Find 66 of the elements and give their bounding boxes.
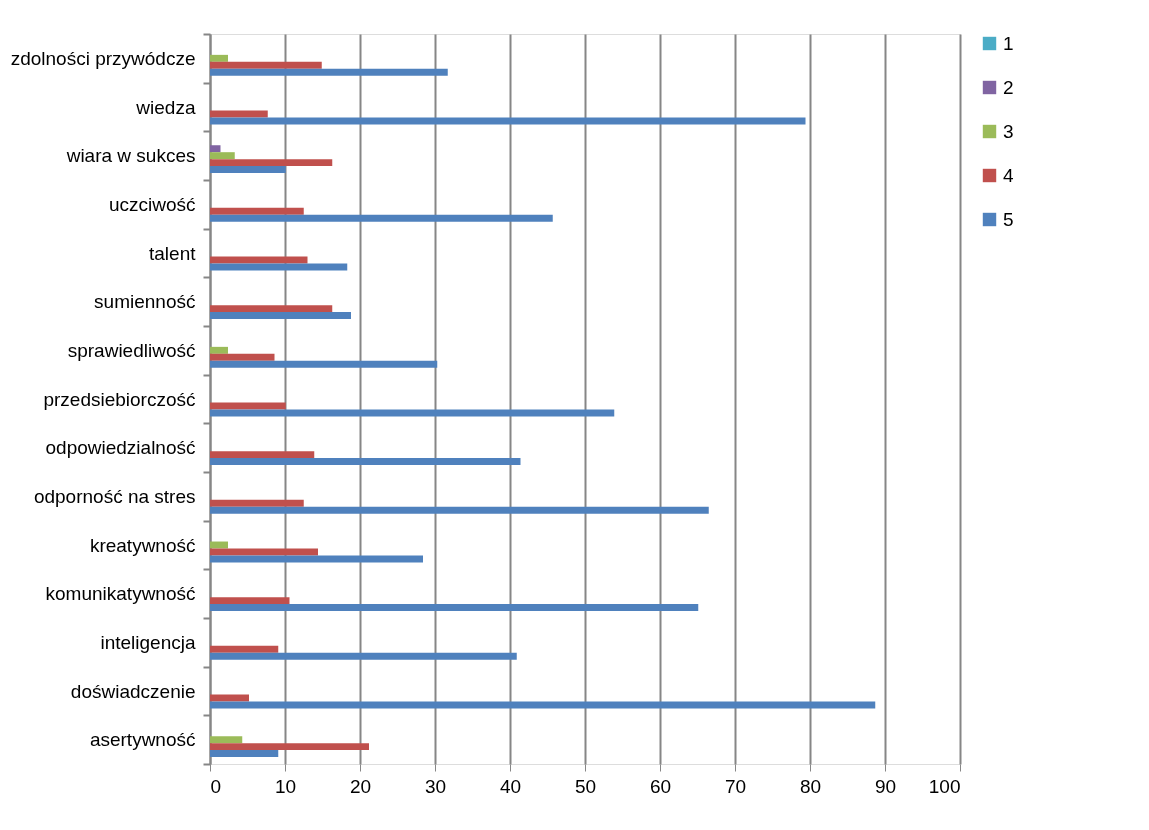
bar — [210, 207, 304, 215]
x-tick-label: 40 — [499, 775, 522, 797]
y-tick-label: przedsiebiorczość — [43, 388, 196, 410]
bar — [210, 652, 517, 660]
bar — [210, 548, 318, 556]
bar — [210, 506, 709, 514]
bar — [210, 159, 333, 167]
x-tick-label: 0 — [210, 775, 222, 797]
y-tick-label: wiedza — [135, 96, 196, 118]
y-tick-label: wiara w sukces — [65, 145, 196, 167]
x-tick-label: 70 — [724, 775, 747, 797]
x-tick-label: 90 — [874, 775, 897, 797]
legend-label: 4 — [1003, 164, 1014, 186]
y-tick-label: asertywność — [89, 729, 196, 751]
bar — [210, 701, 876, 709]
x-tick-label: 80 — [799, 775, 822, 797]
y-tick-label: odporność na stres — [33, 485, 196, 507]
bar — [210, 346, 228, 354]
x-tick-label: 10 — [274, 775, 297, 797]
bar — [210, 353, 275, 361]
bar — [210, 214, 553, 222]
bar — [210, 61, 322, 69]
bar — [210, 555, 423, 563]
bar — [210, 458, 521, 466]
y-tick-label: kreatywność — [89, 534, 196, 556]
bar — [210, 68, 448, 76]
bar — [210, 451, 315, 459]
legend-label: 1 — [1003, 32, 1014, 54]
bar — [210, 152, 235, 160]
y-tick-label: inteligencja — [100, 631, 196, 653]
bar — [210, 402, 286, 410]
bar — [210, 750, 279, 758]
x-tick-label: 30 — [424, 775, 447, 797]
bar — [210, 743, 369, 751]
bar — [210, 256, 308, 264]
y-tick-label: odpowiedzialność — [45, 437, 196, 459]
bar — [210, 694, 249, 702]
legend-label: 5 — [1003, 208, 1014, 230]
bar — [210, 645, 279, 653]
bar — [210, 409, 615, 417]
x-tick-label: 50 — [574, 775, 597, 797]
y-tick-label: komunikatywność — [45, 583, 196, 605]
bar — [210, 305, 333, 313]
bar — [210, 54, 228, 62]
legend-label: 2 — [1003, 76, 1014, 98]
bar — [210, 499, 304, 507]
bar — [210, 360, 438, 368]
x-tick-label: 100 — [928, 775, 961, 797]
y-tick-label: doświadczenie — [70, 680, 196, 702]
bar — [210, 312, 351, 320]
y-tick-label: sprawiedliwość — [67, 339, 196, 361]
bar — [210, 117, 806, 125]
bar — [210, 110, 268, 118]
y-tick-label: uczciwość — [108, 193, 196, 215]
x-tick-label: 20 — [349, 775, 372, 797]
y-tick-label: zdolności przywódcze — [10, 47, 196, 69]
bar — [210, 263, 348, 271]
bar — [210, 597, 290, 605]
bar — [210, 604, 699, 612]
bar — [210, 145, 221, 153]
bar — [210, 166, 286, 174]
y-tick-label: sumienność — [94, 291, 196, 313]
x-tick-label: 60 — [649, 775, 672, 797]
y-tick-label: talent — [149, 242, 197, 264]
bar — [210, 736, 243, 744]
legend-label: 3 — [1003, 120, 1014, 142]
